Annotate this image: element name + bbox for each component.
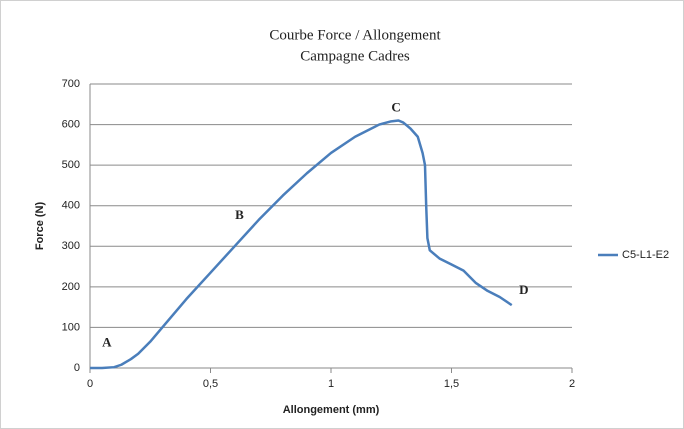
y-tick-label: 200 [62,281,80,293]
x-tick-label: 2 [569,378,575,390]
x-tick-label: 1,5 [444,378,459,390]
y-tick-label: 300 [62,240,80,252]
y-tick-label: 400 [62,200,80,212]
chart-title: Courbe Force / Allongement [269,27,441,43]
x-tick-label: 0 [87,378,93,390]
chart-subtitle: Campagne Cadres [300,48,410,64]
series-line [90,119,513,370]
y-axis-label: Force (N) [34,202,46,251]
y-tick-label: 500 [62,159,80,171]
x-tick-label: 1 [328,378,334,390]
x-tick-label: 0,5 [203,378,218,390]
y-tick-label: 600 [62,118,80,130]
y-tick-label: 100 [62,321,80,333]
legend-label: C5-L1-E2 [622,249,669,261]
annotation: D [519,282,528,297]
annotation: A [102,335,112,350]
annotation: C [391,99,400,114]
y-tick-label: 700 [62,78,80,90]
y-tick-label: 0 [74,362,80,374]
x-axis-label: Allongement (mm) [283,404,380,416]
annotation: B [235,207,244,222]
